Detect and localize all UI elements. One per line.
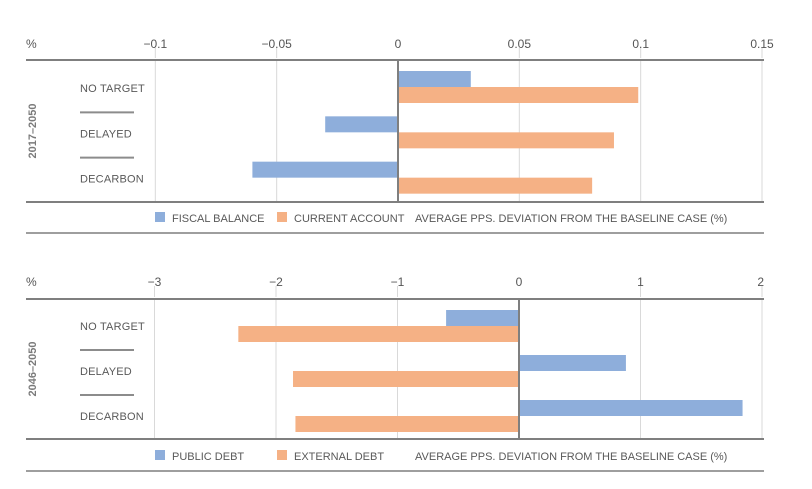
bar-fiscal-balance — [325, 116, 398, 133]
x-tick-label: 0.1 — [632, 37, 649, 51]
legend-swatch — [155, 212, 165, 222]
category-label: DELAYED — [80, 128, 132, 140]
category-label: DELAYED — [80, 366, 132, 378]
bar-external-debt — [293, 371, 519, 387]
x-tick-label: −0.05 — [261, 37, 292, 51]
category-label: NO TARGET — [80, 83, 145, 95]
legend-swatch — [277, 450, 287, 460]
legend-label: FISCAL BALANCE — [172, 213, 265, 225]
x-tick-label: −0.1 — [143, 37, 167, 51]
bar-current-account — [398, 87, 639, 103]
x-tick-label: 1 — [637, 275, 644, 289]
bar-public-debt — [519, 355, 626, 371]
chart-panel-2: −3 −2 −1 0 1 2% 2046–2050 NO TARGET DELAYED DECAR… — [26, 275, 764, 472]
category-label: DECARBON — [80, 174, 144, 186]
x-tick-label: 0 — [395, 37, 402, 51]
x-tick-label: 0 — [516, 275, 523, 289]
x-tick-label: −2 — [269, 275, 283, 289]
bar-public-debt — [519, 400, 743, 416]
period-label: 2017–2050 — [27, 103, 39, 158]
unit-label: % — [26, 37, 37, 51]
bar-current-account — [398, 177, 593, 194]
x-tick-label: −1 — [391, 275, 405, 289]
legend-label: PUBLIC DEBT — [172, 451, 244, 463]
chart-caption: AVERAGE PPS. DEVIATION FROM THE BASELINE… — [415, 213, 727, 225]
legend-swatch — [155, 450, 165, 460]
bar-fiscal-balance — [398, 71, 471, 87]
x-tick-label: 0.05 — [508, 37, 532, 51]
category-label: NO TARGET — [80, 321, 145, 333]
legend-label: CURRENT ACCOUNT — [294, 213, 405, 225]
bar-current-account — [398, 132, 614, 149]
legend-swatch — [277, 212, 287, 222]
bar-external-debt — [295, 416, 519, 432]
chart-panel-1: −0.1 −0.05 0 0.05 0.1 0.15% 2017–2050 NO TARGET… — [26, 37, 774, 234]
bar-fiscal-balance — [252, 161, 398, 178]
unit-label: % — [26, 275, 37, 289]
category-label: DECARBON — [80, 411, 144, 423]
x-tick-label: 2 — [757, 275, 764, 289]
bar-public-debt — [446, 310, 519, 326]
legend-label: EXTERNAL DEBT — [294, 451, 384, 463]
bar-external-debt — [238, 326, 519, 342]
x-tick-label: −3 — [148, 275, 162, 289]
chart-caption: AVERAGE PPS. DEVIATION FROM THE BASELINE… — [415, 451, 727, 463]
period-label: 2046–2050 — [27, 341, 39, 396]
x-tick-label: 0.15 — [750, 37, 774, 51]
